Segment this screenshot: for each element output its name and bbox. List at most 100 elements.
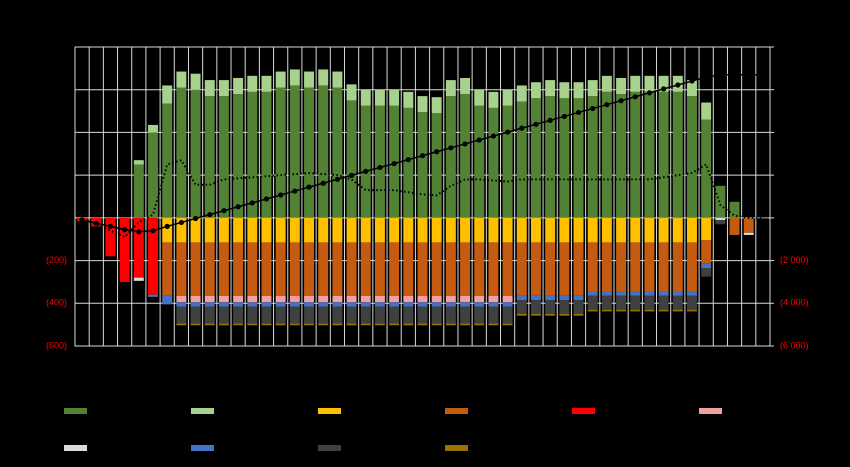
bar [531, 295, 541, 301]
bar [332, 242, 343, 296]
bar [573, 242, 584, 296]
line-marker [505, 129, 511, 135]
bar [601, 242, 612, 292]
bar [233, 93, 244, 218]
bar [374, 105, 385, 218]
bar [204, 302, 215, 307]
bar [672, 242, 683, 292]
bar [488, 323, 499, 326]
line-marker [746, 72, 752, 78]
bar [275, 242, 286, 296]
bar [474, 105, 485, 218]
line-marker [221, 208, 227, 214]
bar [701, 263, 712, 269]
bar [289, 217, 300, 243]
bar [417, 112, 428, 218]
bar [474, 242, 485, 296]
bar [289, 295, 300, 303]
bar [204, 96, 215, 218]
bar [687, 295, 697, 310]
bar [601, 217, 612, 243]
bar [374, 302, 385, 307]
bar [133, 217, 144, 278]
bar [545, 80, 556, 97]
bar [176, 217, 187, 243]
line-marker [334, 176, 340, 182]
bar [531, 217, 541, 243]
bar [488, 242, 499, 296]
bar [587, 217, 598, 243]
bar [687, 291, 697, 296]
bar [672, 309, 683, 312]
bar [531, 242, 541, 296]
bar [389, 217, 400, 243]
bar [516, 217, 527, 243]
y2-tick-label: 8 000 [780, 41, 803, 51]
bar [332, 302, 343, 307]
bar [360, 105, 371, 218]
bar [573, 313, 584, 316]
bar [275, 87, 286, 218]
bar [233, 306, 244, 324]
bar [304, 306, 314, 324]
bar [672, 295, 683, 310]
y-tick-label: 0 [62, 212, 67, 222]
bar [389, 323, 400, 326]
bar [658, 91, 669, 218]
bar [360, 306, 371, 324]
bar [502, 295, 513, 303]
bar [460, 217, 471, 243]
line-marker [405, 157, 411, 163]
bar [545, 313, 556, 316]
bar [332, 323, 343, 326]
bar [133, 164, 144, 218]
line-marker [618, 98, 624, 104]
bar [204, 306, 215, 324]
bar [162, 217, 173, 243]
bar [389, 295, 400, 303]
line-marker [490, 133, 497, 139]
bar [346, 217, 357, 243]
bar [658, 291, 669, 296]
bar [601, 91, 612, 218]
bar [672, 91, 683, 218]
bar [516, 313, 527, 316]
bar [531, 98, 541, 218]
bar [460, 323, 471, 326]
bar [417, 96, 428, 113]
bar [644, 242, 655, 292]
bar [289, 323, 300, 326]
legend-swatch [699, 408, 722, 414]
bar [148, 294, 158, 297]
bar [389, 302, 400, 307]
legend-swatch [64, 445, 87, 451]
bar [644, 291, 655, 296]
bar [360, 295, 371, 303]
bar [460, 295, 471, 303]
bar [247, 306, 258, 324]
bar [332, 217, 343, 243]
bar [190, 295, 201, 303]
bar [502, 306, 513, 324]
line-marker [519, 125, 525, 131]
bar [360, 217, 371, 243]
bar [261, 242, 272, 296]
line-marker [306, 184, 312, 190]
bar [417, 242, 428, 296]
line-marker [448, 145, 454, 151]
legend-swatch [191, 408, 214, 414]
bar [559, 242, 570, 296]
bar [488, 306, 499, 324]
bar [559, 295, 570, 301]
bar [587, 242, 598, 292]
line-marker [575, 109, 582, 116]
bar [275, 323, 286, 326]
bar [275, 302, 286, 307]
bar [318, 295, 329, 303]
bar [360, 302, 371, 307]
bar [644, 91, 655, 218]
line-marker [348, 172, 355, 178]
bar [318, 217, 329, 243]
bar [190, 89, 201, 218]
